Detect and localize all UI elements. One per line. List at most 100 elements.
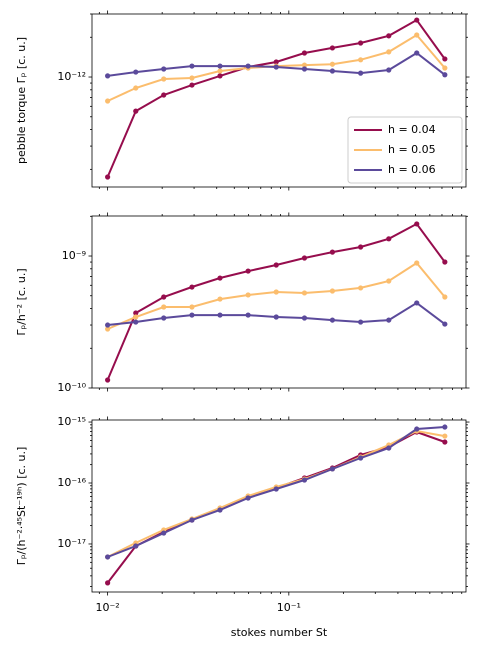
data-point — [245, 292, 251, 298]
series-line — [106, 430, 446, 584]
data-point — [414, 260, 420, 266]
data-point — [414, 221, 420, 227]
data-point — [105, 98, 111, 104]
data-point — [161, 304, 167, 310]
legend-label: h = 0.05 — [388, 143, 436, 156]
data-point — [161, 530, 167, 536]
data-point — [329, 61, 336, 67]
series-line — [106, 222, 446, 381]
legend-label: h = 0.04 — [388, 123, 436, 136]
data-point — [133, 310, 139, 316]
data-point — [442, 259, 448, 265]
data-point — [133, 85, 139, 91]
data-point — [133, 69, 139, 75]
data-point — [105, 554, 111, 560]
data-point — [329, 45, 336, 51]
data-point — [414, 32, 420, 38]
series-line — [107, 426, 445, 558]
data-point — [105, 580, 111, 586]
data-point — [414, 426, 420, 432]
data-point — [189, 312, 195, 318]
data-point — [442, 72, 448, 78]
data-point — [301, 315, 308, 321]
data-point — [245, 495, 251, 501]
data-point — [358, 319, 364, 325]
data-point — [414, 50, 420, 56]
data-point — [217, 275, 223, 281]
data-point — [105, 73, 111, 79]
data-point — [358, 57, 364, 63]
data-point — [358, 244, 364, 250]
data-point — [105, 322, 111, 328]
data-point — [245, 312, 251, 318]
data-point — [105, 174, 111, 180]
data-point — [301, 66, 308, 72]
data-point — [133, 108, 139, 114]
axes-frame — [91, 13, 467, 188]
data-point — [386, 445, 392, 451]
data-point — [133, 314, 139, 320]
data-point — [358, 285, 364, 291]
y-tick-label: 10⁻¹² — [57, 70, 86, 83]
data-point — [189, 82, 195, 88]
data-point — [217, 296, 223, 302]
data-point — [301, 290, 308, 296]
data-point — [442, 439, 448, 445]
data-point — [273, 59, 279, 65]
data-point — [161, 294, 167, 300]
x-tick-label: 10⁻² — [96, 601, 120, 614]
data-point — [245, 63, 251, 69]
data-point — [301, 50, 308, 56]
data-point — [442, 294, 448, 300]
data-point — [358, 40, 364, 46]
data-point — [386, 67, 392, 73]
data-point — [358, 70, 364, 76]
axes-frame — [91, 215, 467, 389]
data-point — [273, 289, 279, 295]
y-axis-label: Γₚ/(h⁻²·⁴⁵St⁻¹⁹ʰ) [c. u.] — [15, 447, 28, 566]
data-point — [133, 543, 139, 549]
panel: 10⁻¹⁰ 10⁻⁹ Γₚ/h⁻² [c. u.] — [15, 212, 470, 394]
data-point — [273, 486, 279, 492]
y-axis-label: Γₚ/h⁻² [c. u.] — [15, 268, 28, 335]
data-point — [329, 466, 336, 472]
data-point — [386, 317, 392, 323]
data-point — [442, 56, 448, 62]
data-point — [301, 477, 308, 483]
data-point — [217, 73, 223, 79]
data-point — [189, 63, 195, 69]
series-line — [107, 429, 445, 558]
data-point — [273, 64, 279, 70]
axes-frame — [91, 419, 467, 593]
legend-label: h = 0.06 — [388, 163, 436, 176]
data-point — [161, 76, 167, 82]
data-point — [414, 300, 420, 306]
data-point — [442, 433, 448, 439]
data-point — [189, 75, 195, 81]
data-point — [217, 507, 223, 513]
y-tick-label: 10⁻¹⁶ — [57, 476, 86, 489]
data-point — [217, 312, 223, 318]
data-point — [329, 288, 336, 294]
data-point — [133, 319, 139, 325]
data-point — [414, 17, 420, 23]
data-point — [386, 236, 392, 242]
panel: 10⁻¹⁷ 10⁻¹⁶ 10⁻¹⁵ 10⁻² 10⁻¹ Γₚ/(h⁻²·⁴⁵St⁻¹⁹ʰ)… — [15, 415, 470, 639]
data-point — [189, 284, 195, 290]
data-point — [105, 377, 111, 383]
data-point — [189, 304, 195, 310]
data-point — [245, 268, 251, 274]
data-point — [273, 262, 279, 268]
data-point — [329, 68, 336, 74]
data-point — [161, 66, 167, 72]
data-point — [442, 424, 448, 430]
series-line — [107, 301, 446, 326]
data-point — [442, 65, 448, 71]
data-point — [273, 314, 279, 320]
data-point — [386, 33, 392, 39]
data-point — [386, 278, 392, 284]
y-axis-label: pebble torque Γₚ [c. u.] — [15, 37, 28, 164]
data-point — [105, 326, 111, 332]
panel: 10⁻¹² pebble torque Γₚ [c. u.] h = 0.04 h =… — [15, 10, 470, 191]
